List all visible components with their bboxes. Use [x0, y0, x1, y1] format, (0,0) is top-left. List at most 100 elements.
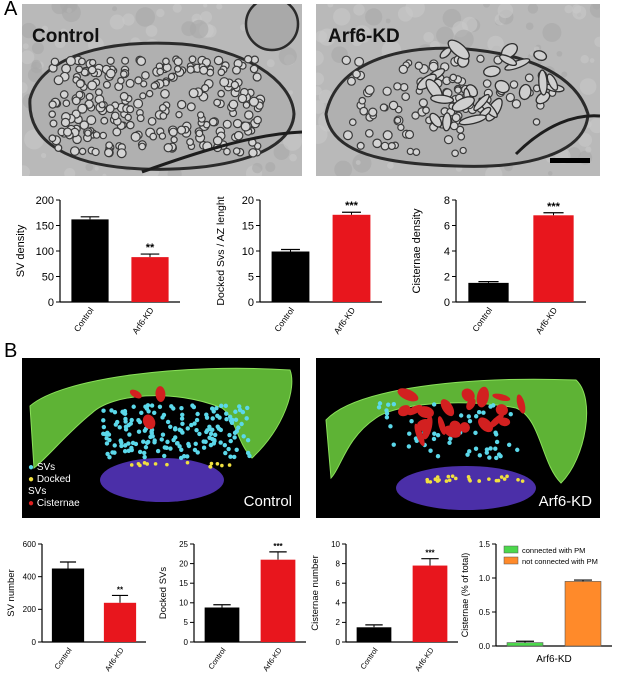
active-zone — [396, 466, 536, 510]
y-tick-label: 0 — [444, 297, 450, 309]
em-image-control — [22, 4, 302, 176]
y-tick-label: 15 — [242, 220, 254, 232]
synaptic-vesicle — [404, 129, 415, 140]
sv-sphere — [136, 418, 141, 423]
sv-sphere — [179, 447, 184, 452]
docked-sv-sphere — [516, 478, 520, 482]
em-texture — [59, 28, 68, 37]
sv-sphere — [222, 442, 228, 448]
synaptic-vesicle — [100, 116, 109, 125]
cisterna-3d — [476, 386, 489, 408]
docked-sv-sphere — [446, 474, 451, 479]
em-texture — [365, 8, 383, 26]
synaptic-vesicle — [346, 76, 356, 86]
bar-1 — [332, 214, 371, 302]
synaptic-vesicle — [60, 117, 71, 128]
synaptic-vesicle — [104, 148, 114, 158]
synaptic-vesicle — [160, 88, 170, 99]
x-tick-label-1: Arf6-KD — [261, 646, 284, 673]
em-texture — [283, 131, 302, 151]
sv-sphere — [205, 428, 210, 433]
em-texture — [333, 8, 351, 26]
synaptic-vesicle — [382, 86, 392, 96]
cisterna-3d — [492, 393, 511, 402]
synaptic-vesicle — [201, 84, 210, 93]
docked-sv-sphere — [428, 480, 433, 484]
em-texture — [527, 4, 539, 14]
y-axis-label: Cisternae (% of total) — [460, 553, 470, 638]
synaptic-vesicle — [352, 69, 361, 79]
em-texture — [316, 30, 328, 43]
synaptic-vesicle — [222, 119, 232, 129]
docked-sv-sphere — [520, 479, 525, 483]
synaptic-vesicle — [382, 130, 393, 141]
sv-sphere — [223, 450, 228, 456]
synaptic-vesicle — [130, 131, 141, 142]
panel-letter-b: B — [4, 340, 18, 362]
docked-sv-sphere — [466, 475, 471, 479]
docked-sv-sphere — [142, 461, 147, 465]
legend-item-svs: ● SVs — [28, 462, 56, 473]
cisterna-3d — [437, 416, 446, 435]
y-axis-label: Docked SVs — [158, 567, 169, 620]
sv-sphere — [435, 454, 441, 459]
sv-sphere — [161, 412, 167, 418]
synaptic-vesicle — [110, 111, 120, 121]
synaptic-vesicle — [163, 142, 173, 153]
docked-sv-sphere — [425, 477, 430, 482]
synaptic-vesicle — [105, 141, 114, 150]
sv-sphere — [508, 411, 513, 417]
synaptic-vesicle — [134, 76, 143, 85]
sv-sphere — [435, 433, 441, 438]
sv-sphere — [210, 416, 215, 421]
cisterna — [447, 39, 470, 60]
synaptic-vesicle — [119, 91, 129, 101]
sv-sphere — [149, 430, 154, 436]
synaptic-vesicle — [230, 80, 240, 90]
chart-cisternae-number: Cisternae number 0 2 4 6 8 10 Control *** Arf6-KD — [310, 540, 458, 673]
synaptic-vesicle — [232, 118, 243, 129]
sv-sphere — [210, 427, 215, 433]
sv-sphere — [484, 447, 490, 452]
sv-sphere — [407, 431, 412, 436]
adjacent-terminal — [244, 4, 300, 52]
sv-sphere — [131, 404, 136, 409]
synaptic-vesicle — [406, 147, 415, 156]
sv-sphere — [377, 401, 383, 406]
cisterna-3d — [397, 388, 419, 402]
em-texture — [189, 19, 209, 39]
synaptic-vesicle — [380, 141, 390, 151]
synaptic-vesicle — [139, 92, 147, 100]
x-tick-label-0: Control — [272, 305, 296, 333]
synaptic-vesicle — [86, 115, 97, 126]
sv-sphere — [215, 413, 220, 418]
em-texture — [252, 162, 263, 174]
em-texture — [542, 22, 562, 42]
sv-sphere — [103, 431, 108, 437]
cisterna-3d — [414, 423, 425, 447]
y-tick-label: 25 — [179, 540, 188, 549]
em-label-control: Control — [32, 26, 100, 47]
sv-sphere — [168, 424, 173, 429]
sv-sphere — [164, 445, 169, 451]
sv-sphere — [109, 408, 114, 413]
docked-sv-sphere — [505, 474, 509, 479]
synaptic-vesicle — [411, 111, 420, 120]
sv-sphere — [139, 410, 144, 416]
sv-sphere — [384, 411, 390, 416]
synaptic-vesicle — [158, 103, 167, 112]
sv-sphere — [391, 442, 396, 447]
sv-sphere — [431, 436, 437, 442]
sv-sphere — [165, 419, 171, 425]
sv-sphere — [491, 403, 496, 408]
y-tick-label: 8 — [444, 195, 450, 207]
bar-1 — [564, 581, 602, 647]
cisterna-3d — [516, 394, 526, 414]
em-texture — [352, 153, 372, 173]
bar-0 — [356, 627, 392, 642]
sv-sphere — [160, 432, 166, 437]
em-texture — [487, 35, 504, 53]
sv-sphere — [223, 403, 228, 409]
y-tick-label: 6 — [336, 579, 341, 588]
docked-sv-sphere — [208, 464, 212, 469]
